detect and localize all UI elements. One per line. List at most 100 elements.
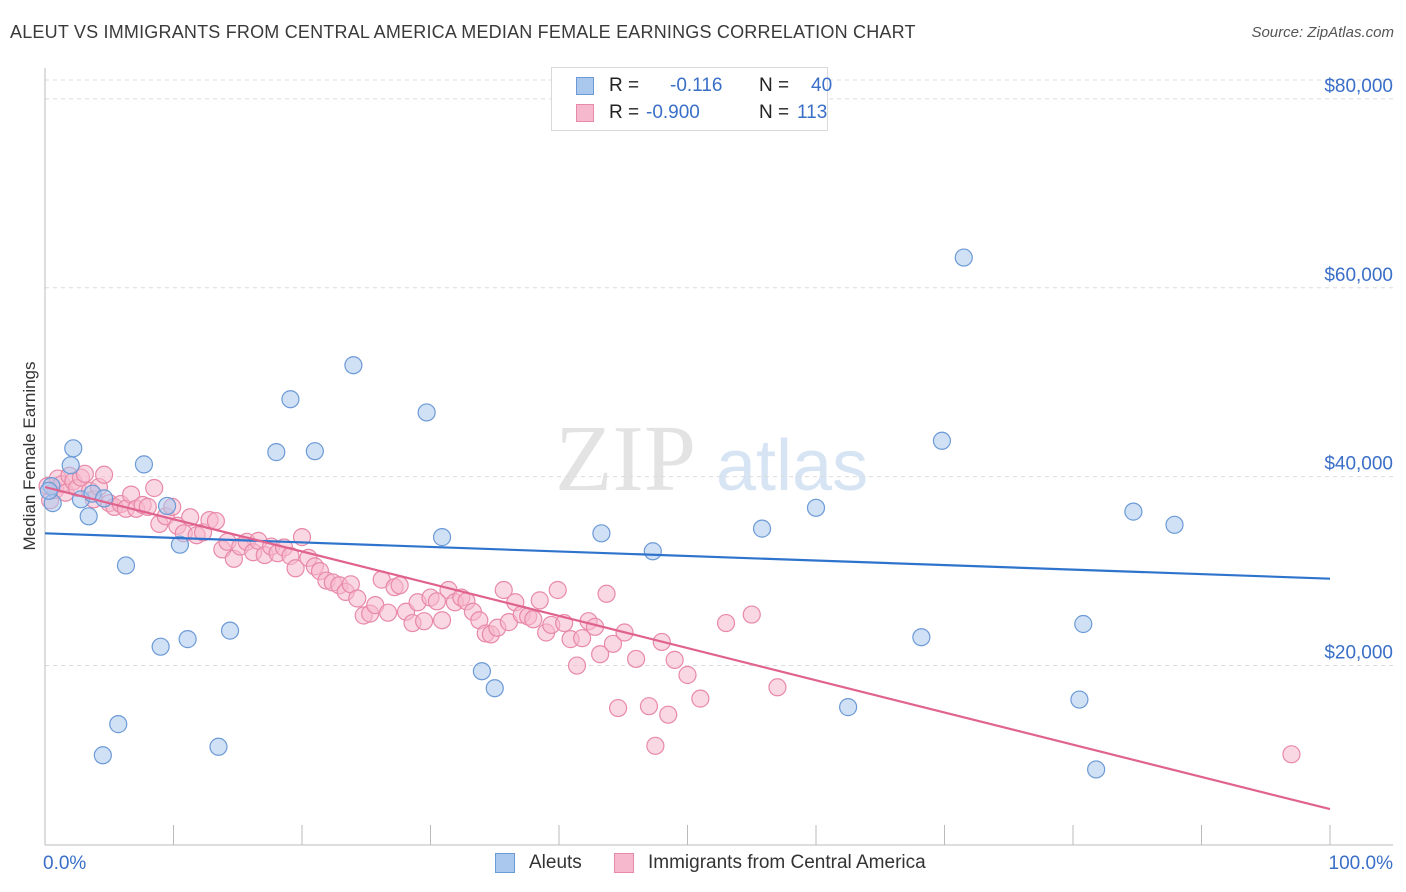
- point-aleuts: [61, 456, 80, 475]
- point-central-america: [567, 656, 587, 675]
- point-central-america: [348, 589, 367, 608]
- y-tick-label: $20,000: [1324, 643, 1393, 664]
- point-central-america: [1282, 745, 1301, 764]
- point-central-america: [427, 592, 447, 611]
- point-central-america: [603, 634, 623, 653]
- trend-lines: [44, 485, 1331, 811]
- legend-swatch-blue: [576, 77, 594, 95]
- point-central-america: [742, 605, 761, 624]
- axes: [44, 68, 1393, 846]
- point-central-america: [75, 464, 94, 483]
- point-aleuts: [267, 443, 286, 462]
- point-central-america: [530, 591, 549, 610]
- point-central-america: [432, 611, 452, 630]
- point-aleuts: [151, 637, 170, 656]
- y-tick-label: $60,000: [1324, 265, 1393, 286]
- point-aleuts: [220, 621, 240, 640]
- point-aleuts: [1124, 502, 1143, 521]
- point-aleuts: [1074, 614, 1093, 634]
- legend-r-label: R =: [609, 75, 640, 96]
- legend-r-value: -0.116: [670, 75, 723, 96]
- point-aleuts: [116, 556, 136, 575]
- point-aleuts: [170, 535, 190, 554]
- point-aleuts: [417, 403, 436, 422]
- point-central-america: [665, 650, 684, 669]
- point-aleuts: [79, 507, 98, 526]
- point-aleuts: [209, 737, 228, 756]
- bottom-legend-swatch-blue: [495, 853, 515, 873]
- tick-labels: $20,000 $40,000 $60,000 $80,000 0.0% 100.0%: [43, 76, 1393, 874]
- grid-lines: [45, 79, 1393, 667]
- point-central-america: [95, 465, 114, 484]
- point-central-america: [548, 580, 567, 600]
- point-central-america: [639, 697, 659, 716]
- bottom-legend-central-america: Immigrants from Central America: [614, 852, 954, 876]
- bottom-legend-aleuts: Aleuts: [495, 852, 615, 876]
- point-aleuts: [1165, 515, 1184, 534]
- trend-line-central-america: [44, 485, 1331, 811]
- watermark-zip: ZIP: [555, 407, 696, 511]
- point-central-america: [691, 689, 710, 708]
- point-aleuts: [912, 628, 931, 647]
- point-central-america: [716, 613, 736, 633]
- x-tick-label-start: 0.0%: [43, 853, 86, 874]
- point-aleuts: [839, 698, 858, 717]
- point-central-america: [390, 576, 409, 595]
- point-aleuts: [305, 442, 324, 461]
- point-central-america: [646, 736, 665, 755]
- point-central-america: [286, 559, 305, 578]
- watermark-atlas: atlas: [716, 426, 868, 506]
- legend-n-label: N =: [759, 75, 790, 96]
- point-central-america: [145, 478, 164, 498]
- point-central-america: [597, 584, 616, 603]
- point-aleuts: [344, 356, 363, 375]
- point-aleuts: [134, 455, 154, 474]
- point-central-america: [659, 705, 678, 724]
- bottom-legend-label: Aleuts: [529, 852, 582, 873]
- point-aleuts: [806, 498, 826, 517]
- y-axis-label: Median Female Earnings: [20, 362, 39, 551]
- legend-n-value: 40: [811, 75, 833, 96]
- source-label: Source: ZipAtlas.com: [1251, 24, 1394, 41]
- point-central-america: [573, 629, 592, 648]
- point-aleuts: [1087, 760, 1106, 779]
- point-central-america: [609, 698, 628, 718]
- point-central-america: [768, 678, 787, 697]
- legend-swatch-pink: [576, 104, 594, 122]
- watermark: ZIP atlas: [555, 407, 868, 511]
- point-aleuts: [1070, 690, 1089, 709]
- legend-r-value: -0.900: [646, 102, 700, 123]
- point-aleuts: [109, 715, 128, 734]
- legend-r-label: R =: [609, 102, 640, 123]
- point-central-america: [591, 645, 610, 664]
- point-aleuts: [281, 390, 300, 409]
- bottom-legend-swatch-pink: [614, 853, 634, 873]
- legend-n-label: N =: [759, 102, 790, 123]
- point-central-america: [626, 649, 646, 669]
- point-aleuts: [643, 542, 662, 561]
- point-central-america: [524, 610, 543, 629]
- correlation-legend: R = -0.116 N = 40 R = -0.900 N = 113: [551, 67, 832, 131]
- point-aleuts: [592, 524, 611, 543]
- point-aleuts: [39, 481, 58, 500]
- y-tick-label: $80,000: [1324, 76, 1393, 97]
- data-points: [38, 248, 1301, 779]
- point-central-america: [678, 665, 697, 685]
- point-aleuts: [157, 496, 177, 516]
- point-aleuts: [485, 679, 504, 698]
- point-aleuts: [64, 439, 83, 458]
- point-aleuts: [932, 431, 952, 450]
- x-tick-label-end: 100.0%: [1329, 853, 1394, 874]
- point-central-america: [494, 580, 513, 600]
- point-aleuts: [93, 746, 112, 765]
- point-aleuts: [178, 630, 197, 649]
- point-aleuts: [432, 528, 452, 547]
- point-central-america: [378, 603, 398, 622]
- chart-title: ALEUT VS IMMIGRANTS FROM CENTRAL AMERICA…: [10, 22, 916, 42]
- point-central-america: [206, 511, 226, 531]
- point-aleuts: [752, 519, 772, 538]
- legend-n-value: 113: [797, 102, 828, 123]
- point-aleuts: [472, 662, 491, 681]
- point-central-america: [414, 612, 434, 631]
